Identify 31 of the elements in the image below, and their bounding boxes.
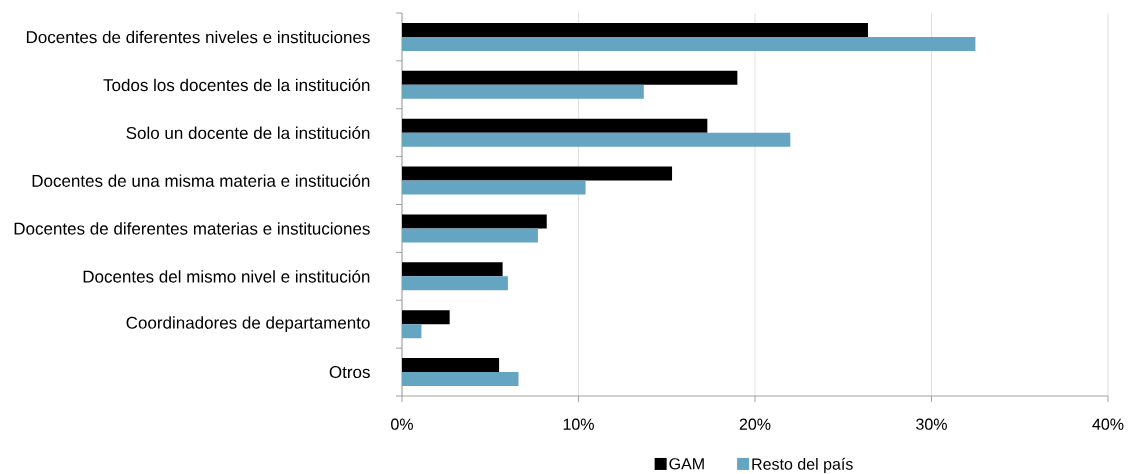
bar (402, 180, 586, 195)
bar (402, 70, 738, 85)
y-tick-label: Docentes de una misma materia e institución (32, 174, 370, 187)
y-tick-label: Todos los docentes de la institución (103, 78, 370, 92)
y-tick-label: Docentes de diferentes materias e instituciones (14, 222, 370, 235)
y-tick-label: Solo un docente de la institución (126, 126, 370, 140)
x-tick-label: 30% (916, 418, 947, 430)
bar (402, 132, 791, 147)
bar (402, 372, 519, 387)
legend-label: Resto del país (752, 457, 853, 473)
bar (402, 118, 708, 133)
x-tick-label: 0% (391, 418, 413, 430)
bar (402, 36, 976, 51)
bar (402, 262, 503, 277)
bar (402, 228, 538, 243)
y-tick-label: Otros (329, 366, 370, 379)
bar (402, 84, 644, 99)
y-tick-label: Docentes del mismo nivel e institución (83, 269, 370, 283)
y-tick-label: Docentes de diferentes niveles e instituciones (26, 30, 370, 44)
bar (402, 324, 422, 339)
bar (402, 214, 547, 229)
bar (402, 166, 673, 181)
x-tick-label: 40% (1092, 418, 1124, 430)
bar (402, 310, 450, 325)
x-tick-label: 10% (563, 418, 594, 430)
legend-label: GAM (669, 458, 704, 470)
bar (402, 276, 508, 291)
bar (402, 22, 868, 37)
x-tick-label: 20% (739, 418, 771, 430)
y-tick-label: Coordinadores de departamento (126, 316, 370, 333)
bar (402, 358, 500, 373)
